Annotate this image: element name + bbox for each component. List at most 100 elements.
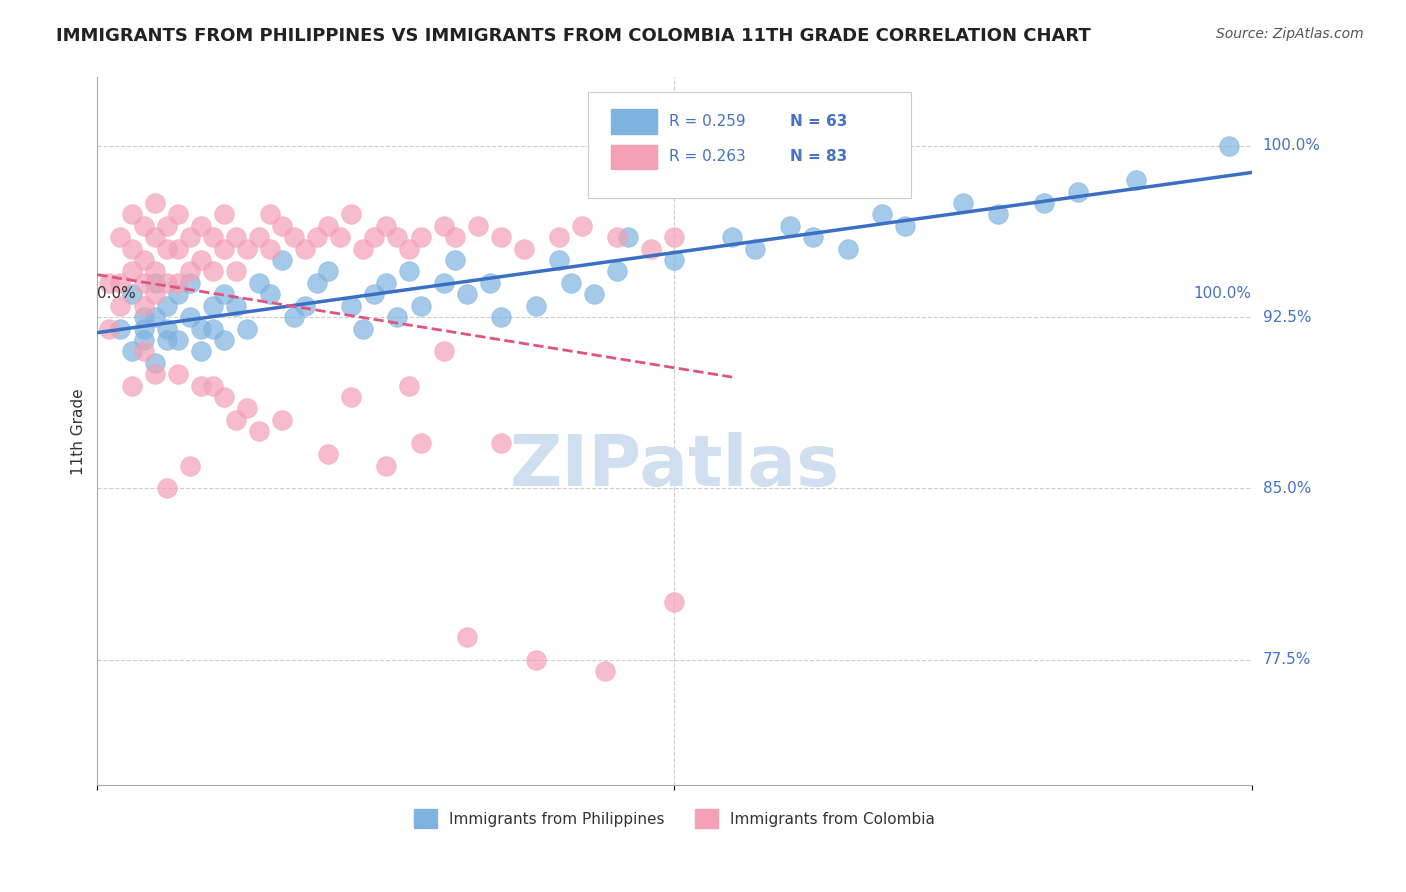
Point (409, 435, 432, 450)
Point (409, 299, 432, 313)
Point (316, 447, 339, 461)
Point (201, 378, 224, 392)
Point (305, 276, 328, 290)
Point (155, 333, 177, 347)
Point (433, 276, 456, 290)
Point (316, 264, 339, 278)
Point (329, 230, 352, 244)
Point (155, 242, 177, 256)
Point (225, 230, 247, 244)
Point (155, 481, 177, 495)
FancyBboxPatch shape (612, 110, 657, 134)
Point (398, 378, 420, 392)
Point (316, 219, 339, 233)
Text: ZIPatlas: ZIPatlas (509, 432, 839, 501)
Point (283, 230, 305, 244)
Point (582, 287, 605, 301)
Point (444, 230, 467, 244)
Point (155, 276, 177, 290)
Text: 85.0%: 85.0% (1263, 481, 1310, 496)
Point (132, 253, 155, 268)
Point (214, 390, 236, 404)
Point (456, 630, 478, 644)
Point (387, 310, 409, 325)
Point (121, 264, 143, 278)
Point (352, 242, 374, 256)
Text: 100.0%: 100.0% (1263, 138, 1320, 153)
Point (271, 219, 294, 233)
Point (398, 264, 420, 278)
Point (190, 378, 212, 392)
Point (214, 242, 236, 256)
Y-axis label: 11th Grade: 11th Grade (72, 388, 86, 475)
Point (524, 299, 547, 313)
Point (548, 253, 571, 268)
Point (236, 242, 259, 256)
Point (179, 310, 201, 325)
Point (606, 230, 628, 244)
Point (155, 299, 177, 313)
Point (214, 287, 236, 301)
Point (201, 264, 224, 278)
Point (987, 207, 1010, 221)
Point (593, 664, 616, 678)
Point (201, 299, 224, 313)
Point (132, 344, 155, 359)
Point (1218, 139, 1240, 153)
Point (167, 333, 190, 347)
Point (247, 230, 270, 244)
Point (132, 310, 155, 325)
FancyBboxPatch shape (612, 145, 657, 169)
Point (155, 321, 177, 335)
Point (374, 219, 396, 233)
Point (143, 287, 166, 301)
Point (97, 276, 120, 290)
Point (433, 219, 456, 233)
Point (1032, 196, 1054, 211)
Point (132, 219, 155, 233)
Point (271, 253, 294, 268)
Point (143, 356, 166, 370)
Text: 92.5%: 92.5% (1263, 310, 1312, 325)
Point (433, 344, 456, 359)
Point (340, 299, 363, 313)
Point (548, 230, 571, 244)
Point (143, 264, 166, 278)
Point (259, 242, 281, 256)
Point (294, 242, 316, 256)
Point (837, 242, 859, 256)
Point (491, 230, 513, 244)
Point (167, 287, 190, 301)
Point (259, 207, 281, 221)
Point (721, 230, 744, 244)
FancyBboxPatch shape (588, 92, 911, 198)
Text: R = 0.259: R = 0.259 (669, 114, 745, 128)
Point (664, 595, 686, 609)
Point (398, 242, 420, 256)
Point (167, 276, 190, 290)
Text: N = 83: N = 83 (790, 149, 848, 164)
Point (132, 321, 155, 335)
Point (387, 230, 409, 244)
Point (201, 321, 224, 335)
Point (179, 458, 201, 473)
Point (744, 242, 766, 256)
Point (132, 276, 155, 290)
Text: 0.0%: 0.0% (97, 286, 136, 301)
Point (352, 321, 374, 335)
Point (305, 230, 328, 244)
Point (225, 264, 247, 278)
Point (190, 253, 212, 268)
Point (132, 333, 155, 347)
Point (179, 264, 201, 278)
Point (952, 196, 974, 211)
Point (236, 321, 259, 335)
Point (179, 230, 201, 244)
Text: 100.0%: 100.0% (1194, 286, 1251, 301)
Point (374, 276, 396, 290)
Point (560, 276, 582, 290)
Point (143, 196, 166, 211)
Point (121, 378, 143, 392)
Point (467, 219, 489, 233)
Point (132, 299, 155, 313)
